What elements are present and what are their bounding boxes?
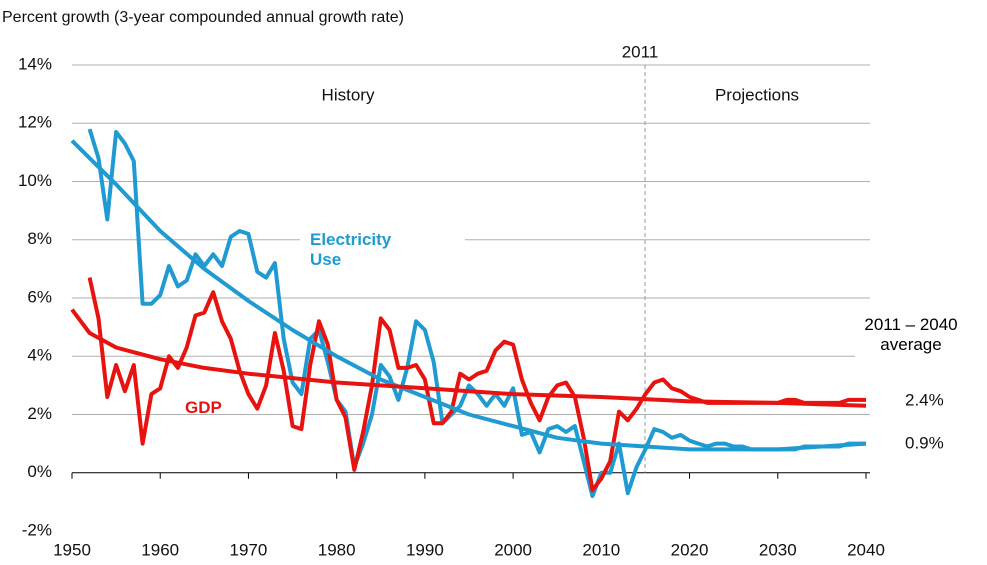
annotation: 0.9% [905, 433, 944, 452]
period-label: History [322, 85, 375, 104]
x-tick-label: 2020 [671, 540, 709, 559]
x-tick-label: 1980 [318, 540, 356, 559]
y-tick-label: 6% [27, 287, 52, 306]
y-tick-label: 2% [27, 404, 52, 423]
x-tick-label: 2040 [847, 540, 885, 559]
x-tick-label: 1970 [230, 540, 268, 559]
y-tick-label: 12% [18, 113, 52, 132]
x-tick-label: 2000 [494, 540, 532, 559]
period-label: Projections [715, 85, 799, 104]
x-tick-label: 2010 [582, 540, 620, 559]
series-line [70, 308, 867, 408]
annotation: 2.4% [905, 390, 944, 409]
y-tick-label: 14% [18, 54, 52, 73]
y-tick-label: 4% [27, 346, 52, 365]
annotation: 2011 – 2040 average [864, 315, 958, 354]
y-tick-label: 8% [27, 229, 52, 248]
label-bg [855, 310, 987, 370]
annotation-box: 2011 – 2040 average [864, 315, 958, 354]
series-label: GDP [185, 398, 222, 417]
series-line [87, 277, 866, 493]
y-tick-label: 10% [18, 171, 52, 190]
y-tick-label: -2% [22, 520, 52, 539]
series-label-box: GDP [185, 398, 222, 417]
divider-label: 2011 [622, 42, 659, 61]
series-line [70, 139, 867, 452]
series-label: Electricity Use [310, 230, 392, 269]
y-tick-label: 0% [27, 462, 52, 481]
y-axis-title: Percent growth (3-year compounded annual… [2, 9, 404, 26]
series-label-box: Electricity Use [310, 230, 392, 269]
x-tick-label: 1950 [53, 540, 91, 559]
label-bg [300, 225, 465, 287]
x-tick-label: 2030 [759, 540, 797, 559]
x-tick-label: 1990 [406, 540, 444, 559]
series-line [87, 128, 866, 499]
label-bg [610, 42, 680, 64]
x-tick-label: 1960 [141, 540, 179, 559]
